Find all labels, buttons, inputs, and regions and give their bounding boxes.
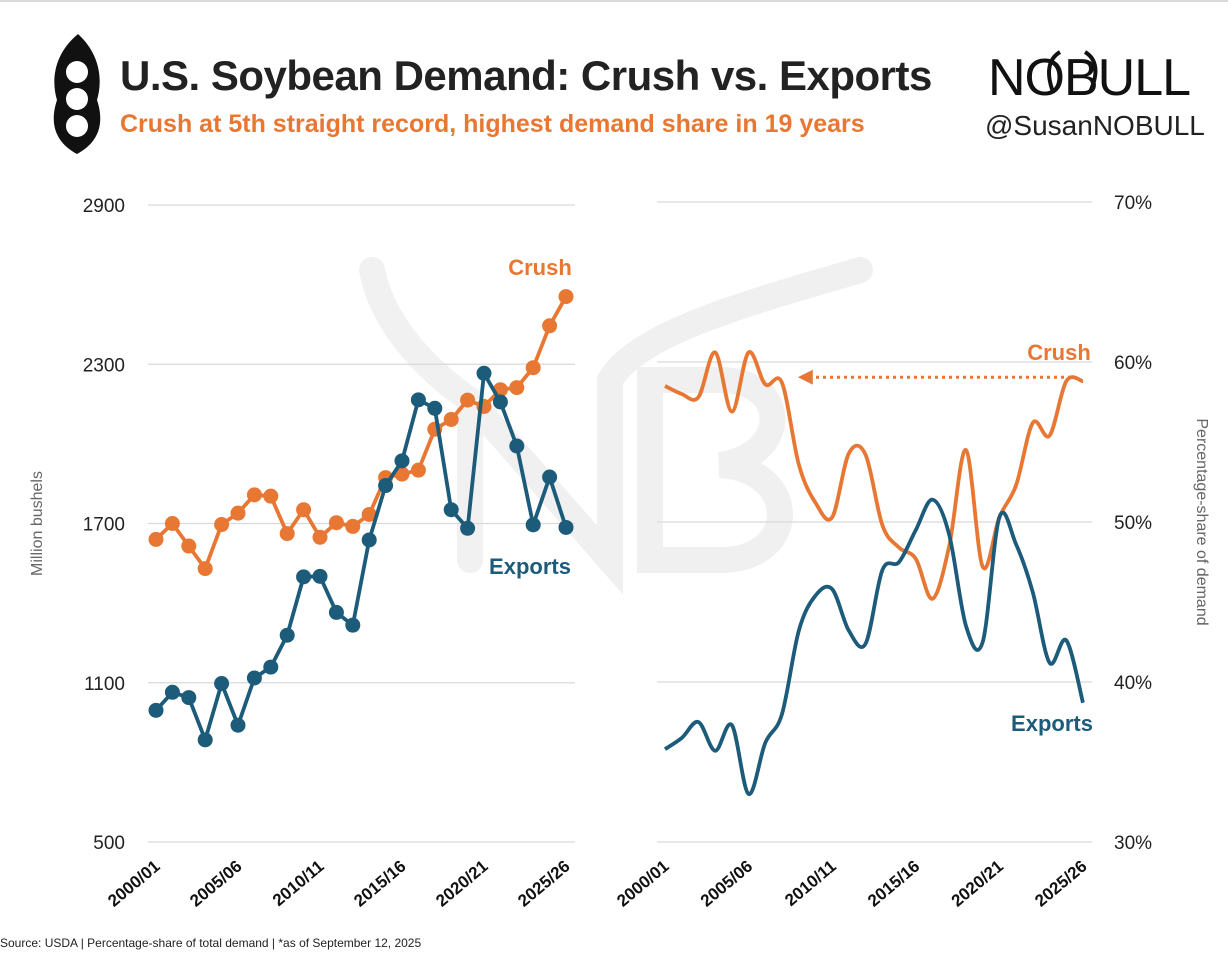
data-point-crush xyxy=(345,518,361,534)
x-tick-label: 2005/06 xyxy=(697,857,756,911)
series-label-crush: Crush xyxy=(1027,340,1091,365)
x-tick-label: 2000/01 xyxy=(613,857,672,911)
data-point-crush xyxy=(410,462,426,478)
y-tick-label: 2900 xyxy=(83,196,125,217)
y-tick-label: 30% xyxy=(1114,833,1152,854)
y-tick-label: 1700 xyxy=(83,515,125,536)
data-point-crush xyxy=(214,517,230,533)
data-point-exports xyxy=(558,519,574,535)
x-tick-label: 2020/21 xyxy=(948,857,1007,911)
data-point-crush xyxy=(296,502,312,518)
data-point-exports xyxy=(230,717,246,733)
y-tick-label: 2300 xyxy=(83,355,125,376)
data-point-exports xyxy=(345,617,361,633)
data-point-exports xyxy=(476,365,492,381)
data-point-crush xyxy=(558,289,574,305)
x-tick-label: 2020/21 xyxy=(432,857,491,911)
series-line-exports xyxy=(663,497,1085,796)
data-point-exports xyxy=(263,659,279,675)
data-point-exports xyxy=(361,532,377,548)
series-label-crush: Crush xyxy=(508,255,572,280)
data-point-exports xyxy=(246,670,262,686)
data-point-exports xyxy=(148,702,164,718)
x-tick-label: 2010/11 xyxy=(269,857,328,910)
data-point-crush xyxy=(443,411,459,427)
data-point-exports xyxy=(410,392,426,408)
data-point-crush xyxy=(328,515,344,531)
data-point-crush xyxy=(148,531,164,547)
x-tick-label: 2015/16 xyxy=(350,857,409,911)
x-tick-label: 2000/01 xyxy=(104,857,163,911)
data-point-exports xyxy=(164,684,180,700)
y-tick-label: 60% xyxy=(1114,353,1152,374)
data-point-crush xyxy=(542,318,558,334)
left-chart: 500 1100 1700 2300 2900 Million bushels 2000/0… xyxy=(29,196,575,911)
x-tick-label: 2025/26 xyxy=(514,857,573,911)
data-point-exports xyxy=(525,517,541,533)
y-axis-title: Percentage-share of demand xyxy=(1193,418,1210,625)
data-point-exports xyxy=(197,732,213,748)
data-point-crush xyxy=(394,466,410,482)
top-rule xyxy=(0,0,1228,2)
data-point-crush xyxy=(197,561,213,577)
data-point-exports xyxy=(312,568,328,584)
data-point-exports xyxy=(542,469,558,485)
data-point-exports xyxy=(279,627,295,643)
data-point-crush xyxy=(263,488,279,504)
source-note: Source: USDA | Percentage-share of total… xyxy=(0,936,422,950)
series-label-exports: Exports xyxy=(489,554,571,579)
data-point-crush xyxy=(460,392,476,408)
data-point-crush xyxy=(509,380,525,396)
series-label-exports: Exports xyxy=(1011,711,1093,736)
x-tick-label: 2015/16 xyxy=(864,857,923,911)
y-tick-label: 50% xyxy=(1114,513,1152,534)
data-point-crush xyxy=(246,487,262,503)
data-point-exports xyxy=(492,394,508,410)
data-point-exports xyxy=(296,569,312,585)
data-point-crush xyxy=(181,538,197,554)
chart-title: U.S. Soybean Demand: Crush vs. Exports xyxy=(120,52,932,99)
data-point-crush xyxy=(164,516,180,531)
y-tick-label: 500 xyxy=(93,833,125,854)
x-tick-label: 2005/06 xyxy=(186,857,245,911)
data-point-crush xyxy=(312,529,328,545)
y-axis-title: Million bushels xyxy=(29,471,46,576)
data-point-exports xyxy=(394,453,410,469)
bull-horns-icon xyxy=(1047,50,1098,93)
data-point-exports xyxy=(378,478,394,494)
data-point-crush xyxy=(525,360,541,376)
data-point-exports xyxy=(427,400,443,416)
y-tick-label: 70% xyxy=(1114,193,1152,214)
social-handle: @SusanNOBULL xyxy=(985,110,1205,141)
brand-logo: NOBULL xyxy=(988,49,1191,107)
data-point-crush xyxy=(279,526,295,542)
data-point-exports xyxy=(509,438,525,454)
x-tick-label: 2010/11 xyxy=(781,857,840,910)
series-line-crush xyxy=(664,350,1084,601)
data-point-exports xyxy=(460,520,476,536)
x-tick-label: 2025/26 xyxy=(1031,857,1090,911)
data-point-exports xyxy=(214,676,230,692)
y-tick-label: 1100 xyxy=(84,674,125,695)
data-point-exports xyxy=(443,502,459,518)
chart-subtitle: Crush at 5th straight record, highest de… xyxy=(120,110,865,138)
y-tick-label: 40% xyxy=(1114,673,1152,694)
data-point-crush xyxy=(230,505,246,521)
soybean-pod-icon xyxy=(53,34,101,154)
data-point-exports xyxy=(181,690,197,706)
data-point-exports xyxy=(328,604,344,620)
data-point-crush xyxy=(361,506,377,522)
